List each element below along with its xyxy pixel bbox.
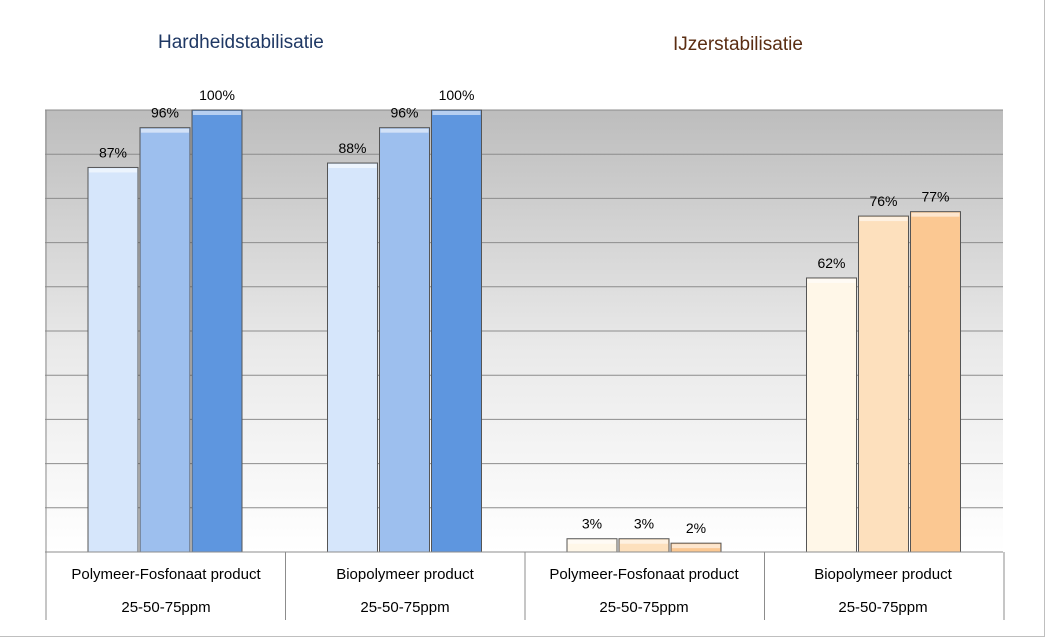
data-label: 76% — [869, 193, 897, 209]
category-label: Polymeer-Fosfonaat product — [549, 566, 739, 583]
data-label: 3% — [582, 516, 602, 532]
bar-highlight — [141, 128, 189, 133]
data-label: 62% — [817, 255, 845, 271]
ppm-label: 25-50-75ppm — [360, 599, 450, 616]
chart-title-ijzer: IJzerstabilisatie — [673, 34, 803, 55]
data-label: 100% — [199, 87, 235, 103]
bars — [87, 109, 961, 553]
bar — [858, 215, 909, 553]
data-label: 77% — [921, 189, 949, 205]
bar — [87, 166, 139, 553]
category-label: Polymeer-Fosfonaat product — [71, 566, 261, 583]
bar-highlight — [568, 539, 616, 544]
category-label: Biopolymeer product — [814, 566, 952, 583]
bar-highlight — [859, 217, 908, 222]
bar — [910, 211, 961, 553]
data-label: 100% — [439, 87, 475, 103]
ppm-label: 25-50-75ppm — [599, 599, 689, 616]
bar-highlight — [911, 212, 960, 217]
bar — [191, 109, 243, 553]
bar-highlight — [193, 111, 241, 115]
bar — [139, 127, 191, 553]
bar-highlight — [672, 544, 720, 549]
data-label: 96% — [390, 105, 418, 121]
bar-highlight — [89, 168, 137, 173]
bar — [327, 162, 378, 553]
bar-highlight — [807, 278, 856, 283]
data-label: 2% — [686, 520, 706, 536]
bar — [806, 277, 857, 553]
category-table — [45, 551, 1005, 620]
chart-title-hardheid: Hardheidstabilisatie — [158, 32, 324, 53]
data-label: 87% — [99, 144, 127, 160]
bar-highlight — [328, 164, 377, 169]
data-label: 3% — [634, 516, 654, 532]
bar-highlight — [620, 539, 668, 544]
bar-highlight — [380, 128, 429, 133]
data-label: 96% — [151, 105, 179, 121]
ppm-label: 25-50-75ppm — [121, 599, 211, 616]
ppm-label: 25-50-75ppm — [838, 599, 928, 616]
category-label: Biopolymeer product — [336, 566, 474, 583]
bar-highlight — [432, 111, 481, 115]
bar — [431, 109, 482, 553]
data-label: 88% — [338, 140, 366, 156]
data-labels: 87% 96% 100% 88% 96% 100% 3% 3% 2% 62% 76% 77% — [99, 87, 950, 536]
bar — [379, 127, 430, 553]
